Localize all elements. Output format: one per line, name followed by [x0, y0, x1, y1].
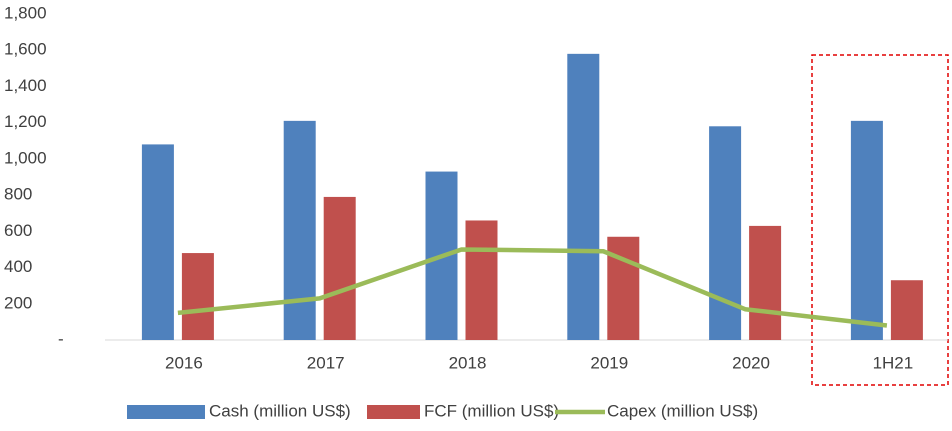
- y-tick-label: 1,800: [4, 3, 47, 22]
- bar: [890, 280, 923, 340]
- legend-swatch: [127, 405, 205, 419]
- bar: [567, 53, 600, 340]
- legend-label: Cash (million US$): [209, 401, 351, 420]
- y-tick-label: 1,200: [4, 112, 47, 131]
- x-tick-label: 1H21: [873, 353, 914, 372]
- x-tick-label: 2019: [590, 353, 628, 372]
- x-tick-label: 2018: [449, 353, 487, 372]
- y-tick-label: -: [58, 329, 64, 348]
- bar: [141, 144, 174, 340]
- line: [177, 247, 888, 328]
- legend-label: Capex (million US$): [607, 401, 758, 420]
- bar: [181, 253, 214, 340]
- x-tick-label: 2020: [732, 353, 770, 372]
- bar: [850, 120, 883, 340]
- bar: [283, 120, 316, 340]
- y-tick-label: 600: [4, 221, 32, 240]
- y-tick-label: 200: [4, 293, 32, 312]
- bar: [749, 225, 782, 340]
- y-tick-label: 400: [4, 257, 32, 276]
- legend-label: FCF (million US$): [424, 401, 559, 420]
- bar: [465, 220, 498, 340]
- highlight-box: [811, 54, 949, 386]
- x-tick-label: 2016: [165, 353, 203, 372]
- y-tick-label: 1,400: [4, 76, 47, 95]
- bar: [607, 236, 640, 340]
- legend-swatch: [367, 405, 420, 419]
- x-tick-label: 2017: [307, 353, 345, 372]
- y-tick-label: 800: [4, 185, 32, 204]
- bar: [323, 196, 356, 340]
- y-tick-label: 1,600: [4, 40, 47, 59]
- y-tick-label: 1,000: [4, 148, 47, 167]
